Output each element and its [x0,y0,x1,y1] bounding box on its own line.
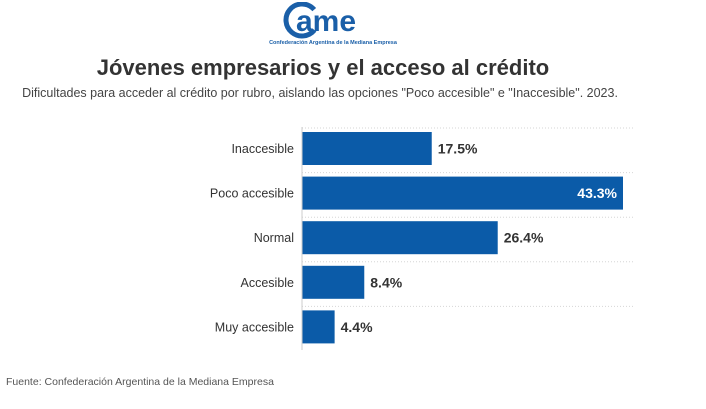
bar [302,176,623,210]
bar [302,132,432,165]
bar [302,221,498,255]
came-logo-mark: ame [283,2,356,39]
chart-subtitle: Dificultades para acceder al crédito por… [22,86,618,100]
value-label: 43.3% [577,185,617,201]
bar [302,310,335,344]
category-label: Normal [254,231,294,245]
logo-wordmark: ame [296,5,356,38]
source-note: Fuente: Confederación Argentina de la Me… [6,376,274,388]
logo-caption: Confederación Argentina de la Mediana Em… [269,40,397,46]
value-label: 17.5% [438,141,478,157]
value-label: 26.4% [504,230,544,246]
value-label: 4.4% [341,319,373,335]
category-label: Accesible [241,276,295,290]
category-label: Muy accesible [215,320,294,334]
bar [302,265,365,299]
category-label: Inaccesible [231,142,294,156]
chart-title: Jóvenes empresarios y el acceso al crédi… [96,55,550,80]
came-logo: ame [260,2,400,48]
value-label: 8.4% [370,274,402,290]
category-label: Poco accesible [210,187,294,201]
